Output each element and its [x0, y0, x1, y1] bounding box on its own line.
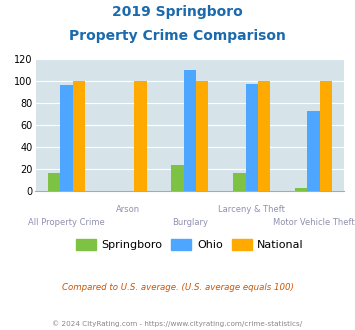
Bar — [48, 173, 60, 191]
Bar — [184, 70, 196, 191]
Text: 2019 Springboro: 2019 Springboro — [112, 5, 243, 19]
Text: Larceny & Theft: Larceny & Theft — [218, 205, 285, 214]
Text: Compared to U.S. average. (U.S. average equals 100): Compared to U.S. average. (U.S. average … — [61, 283, 294, 292]
Bar — [246, 83, 258, 191]
Bar — [134, 82, 147, 191]
Bar — [72, 82, 85, 191]
Legend: Springboro, Ohio, National: Springboro, Ohio, National — [72, 235, 308, 254]
Bar — [233, 173, 246, 191]
Bar — [196, 82, 208, 191]
Text: Burglary: Burglary — [172, 218, 208, 227]
Text: All Property Crime: All Property Crime — [28, 218, 105, 227]
Bar — [60, 85, 72, 191]
Text: Arson: Arson — [116, 205, 140, 214]
Bar — [295, 188, 307, 191]
Bar — [171, 165, 184, 191]
Bar — [258, 82, 270, 191]
Bar — [320, 82, 332, 191]
Bar — [307, 111, 320, 191]
Text: © 2024 CityRating.com - https://www.cityrating.com/crime-statistics/: © 2024 CityRating.com - https://www.city… — [53, 320, 302, 327]
Text: Property Crime Comparison: Property Crime Comparison — [69, 29, 286, 43]
Text: Motor Vehicle Theft: Motor Vehicle Theft — [273, 218, 354, 227]
